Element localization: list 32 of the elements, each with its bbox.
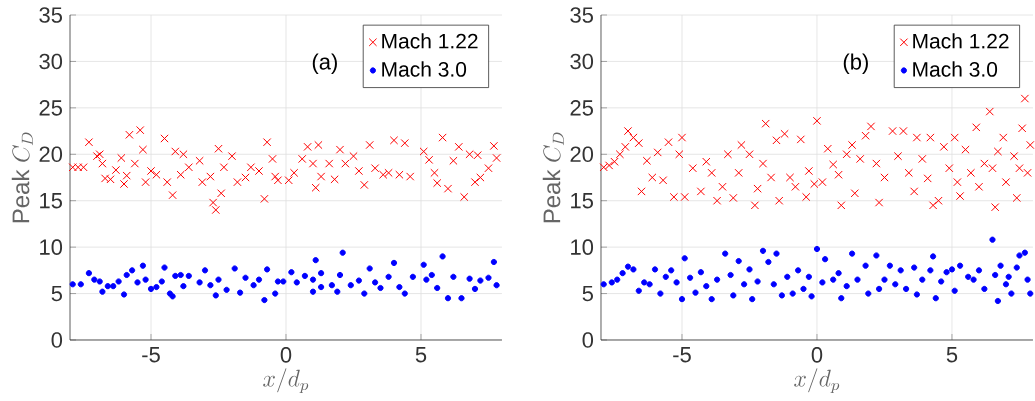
x-tick-label: -5 <box>142 347 160 363</box>
legend-label: Mach 1.22 <box>913 33 1009 49</box>
x-tick-label: 5 <box>415 347 427 363</box>
y-axis-title: $\mathrm{Peak}\ C_D$ <box>11 132 33 223</box>
legend-label: Mach 1.22 <box>382 33 478 49</box>
annotation: (a) <box>312 53 337 74</box>
y-tick-label: 0 <box>582 332 594 348</box>
y-tick-label: 15 <box>40 193 62 209</box>
y-tick-label: 15 <box>571 193 593 209</box>
annotation: (b) <box>843 53 868 74</box>
y-tick-label: 10 <box>571 239 594 255</box>
x-tick-label: 0 <box>280 347 292 363</box>
y-axis-title: $\mathrm{Peak}\ C_D$ <box>542 132 564 223</box>
y-tick-label: 25 <box>39 100 62 116</box>
x-tick-label: -5 <box>673 347 691 363</box>
y-tick-label: 5 <box>51 285 62 302</box>
y-tick-label: 30 <box>39 53 63 70</box>
legend-label: Mach 3.0 <box>382 61 467 77</box>
y-tick-label: 20 <box>39 146 63 163</box>
y-tick-label: 30 <box>570 53 594 70</box>
y-tick-label: 20 <box>570 146 594 163</box>
y-tick-label: 5 <box>582 285 593 302</box>
y-tick-label: 35 <box>570 7 593 23</box>
y-tick-label: 0 <box>51 332 63 348</box>
y-tick-label: 25 <box>570 100 593 116</box>
x-axis-title: $x/d_p$ <box>263 368 309 394</box>
x-tick-label: 5 <box>946 347 958 363</box>
y-tick-label: 10 <box>40 239 63 255</box>
y-tick-label: 35 <box>39 7 62 23</box>
x-tick-label: 0 <box>811 347 823 363</box>
legend-label: Mach 3.0 <box>913 61 998 77</box>
x-axis-title: $x/d_p$ <box>794 368 840 394</box>
